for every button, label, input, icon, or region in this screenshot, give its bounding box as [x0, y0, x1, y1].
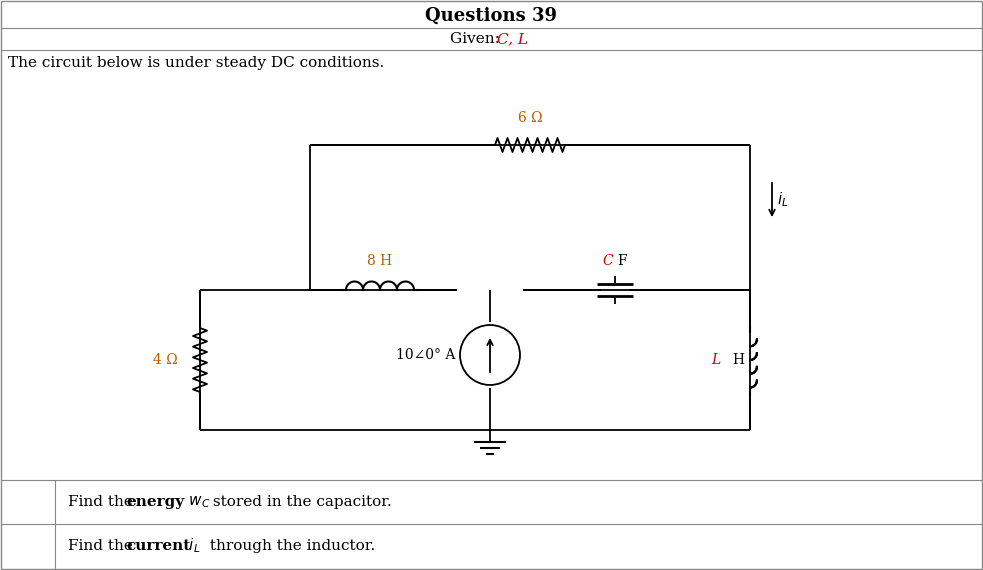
Text: Find the: Find the: [68, 495, 138, 509]
Text: $i_L$: $i_L$: [777, 190, 788, 209]
Text: F: F: [617, 254, 626, 268]
Text: The circuit below is under steady DC conditions.: The circuit below is under steady DC con…: [8, 56, 384, 70]
Text: 10∠0° A: 10∠0° A: [395, 348, 455, 362]
Text: H: H: [732, 353, 744, 367]
Text: $w_C$: $w_C$: [184, 494, 210, 510]
Text: current: current: [126, 539, 191, 553]
Text: 4 Ω: 4 Ω: [153, 353, 178, 367]
Text: energy: energy: [126, 495, 184, 509]
Text: through the inductor.: through the inductor.: [205, 539, 376, 553]
Text: 8 H: 8 H: [368, 254, 392, 268]
Text: Given:: Given:: [450, 32, 504, 46]
Text: L: L: [711, 353, 720, 367]
Text: Find the: Find the: [68, 539, 138, 553]
Text: $i_L$: $i_L$: [184, 536, 201, 555]
Text: 6 Ω: 6 Ω: [518, 111, 543, 125]
Text: stored in the capacitor.: stored in the capacitor.: [208, 495, 392, 509]
Text: C, L: C, L: [497, 32, 528, 46]
Text: Questions 39: Questions 39: [425, 7, 557, 25]
Text: C: C: [603, 254, 613, 268]
